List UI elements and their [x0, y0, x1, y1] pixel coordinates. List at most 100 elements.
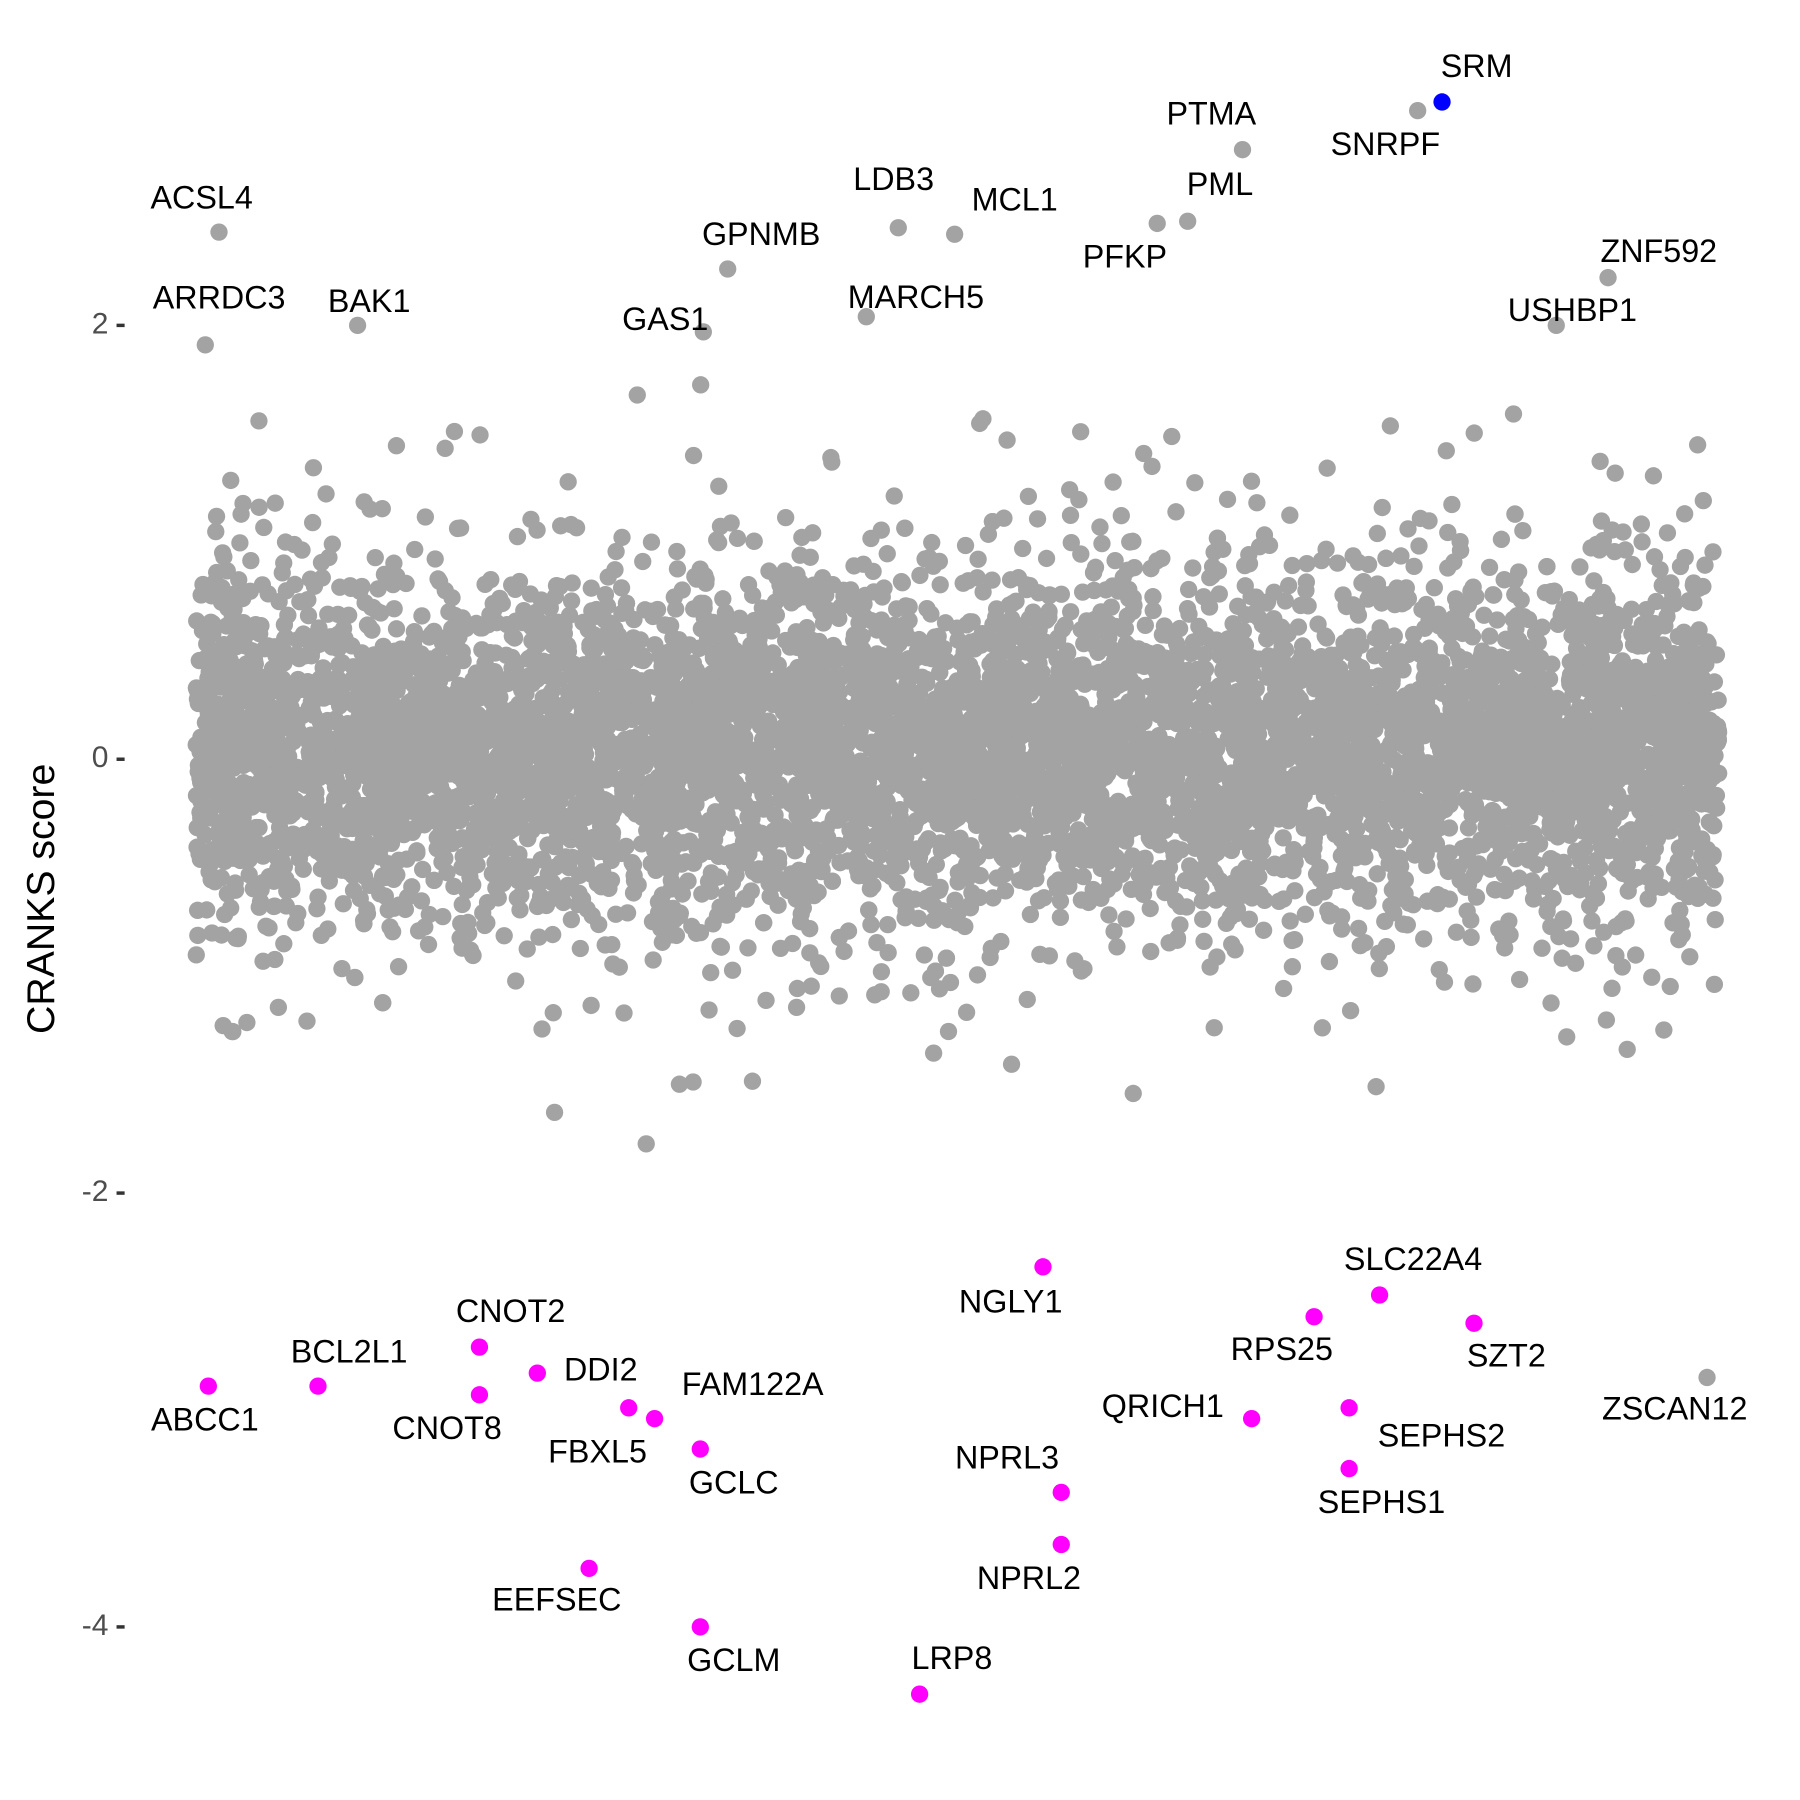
- background-points: [187, 376, 1728, 1153]
- gene-point: [1062, 603, 1080, 621]
- gene-point: [445, 422, 464, 441]
- gene-point: [1439, 523, 1457, 542]
- gene-point: [1207, 891, 1225, 909]
- gene-point: [1124, 1084, 1142, 1103]
- gene-point: [1060, 481, 1079, 499]
- gene-point: [369, 580, 387, 598]
- gene-point: [1223, 935, 1241, 953]
- gene-point: [222, 471, 240, 490]
- gene-point: [1405, 557, 1423, 576]
- gene-point: [511, 901, 529, 919]
- gene-point: [1607, 859, 1626, 877]
- gene-point: [700, 1001, 718, 1019]
- gene-point: [1597, 1011, 1616, 1029]
- gene-point: [788, 979, 806, 998]
- gene-point: [207, 522, 225, 541]
- gene-point: [798, 619, 816, 637]
- gene-point: [916, 550, 934, 568]
- gene-point: [854, 555, 873, 573]
- gene-point: [1285, 930, 1304, 949]
- gene-point: [885, 487, 903, 505]
- gene-point: [539, 865, 557, 883]
- gene-point: [389, 958, 408, 976]
- gene-point: [956, 536, 975, 555]
- gene-point: [1320, 952, 1339, 971]
- gene-point: [1464, 975, 1482, 993]
- y-axis: 20-2-4: [82, 307, 125, 1642]
- gene-point: [559, 473, 577, 491]
- gene-point: [1333, 920, 1351, 938]
- gene-point: [1465, 424, 1483, 442]
- gene-point: [419, 935, 438, 954]
- gene-point: [1670, 931, 1688, 949]
- gene-point: [1658, 524, 1677, 542]
- gene-point: [1585, 572, 1603, 590]
- gene-point: [1141, 899, 1159, 918]
- gene-point: [1562, 930, 1580, 948]
- gene-point: [668, 560, 687, 578]
- gene-point: [1704, 543, 1722, 561]
- gene-point: [1196, 660, 1215, 678]
- gene-point: [1178, 599, 1197, 618]
- gene-point: [577, 842, 595, 860]
- gene-point: [802, 977, 820, 995]
- gene-point: [242, 551, 260, 570]
- gene-point: [1037, 549, 1056, 568]
- gene-point: [563, 574, 581, 592]
- gene-point: [229, 929, 247, 948]
- gene-point: [830, 987, 848, 1005]
- gene-point: [1291, 596, 1310, 615]
- gene-point: [1606, 464, 1624, 482]
- gene-point: [1018, 990, 1036, 1009]
- gene-point: [547, 576, 566, 595]
- gene-point: [668, 542, 686, 561]
- gene-point: [872, 963, 891, 981]
- gene-point: [981, 948, 999, 967]
- gene-point: [757, 991, 775, 1010]
- gene-point: [570, 884, 588, 902]
- gene-point: [1062, 533, 1080, 552]
- gene-point: [1035, 889, 1053, 907]
- gene-point: [1093, 534, 1111, 553]
- gene-point: [1281, 912, 1299, 930]
- gene-point: [1391, 831, 1409, 849]
- gene-point: [544, 925, 562, 944]
- gene-point: [968, 569, 986, 587]
- gene-point: [319, 920, 337, 938]
- gene-point: [302, 647, 321, 665]
- gene-point: [465, 686, 483, 704]
- gene-point: [612, 579, 631, 597]
- gene-point: [1359, 892, 1377, 910]
- gene-point: [879, 916, 897, 934]
- gene-point: [304, 459, 323, 477]
- gene-point: [1142, 942, 1160, 961]
- gene-point: [961, 896, 980, 914]
- gene-point: [664, 629, 682, 647]
- gene-point: [771, 939, 790, 958]
- gene-point: [1014, 539, 1032, 558]
- gene-point: [436, 439, 454, 457]
- gene-point: [879, 943, 897, 962]
- gene-point: [911, 566, 929, 585]
- gene-point: [939, 1022, 958, 1041]
- gene-point: [250, 412, 268, 430]
- gene-point: [1328, 554, 1347, 572]
- gene-point: [974, 583, 992, 601]
- gene-point: [613, 528, 631, 547]
- gene-point: [1248, 494, 1266, 512]
- gene-point: [1373, 498, 1391, 517]
- gene-point: [1590, 859, 1609, 877]
- gene-point: [872, 521, 890, 539]
- gene-point: [1061, 506, 1080, 524]
- gene-point: [1217, 914, 1235, 933]
- gene-point: [1566, 954, 1585, 972]
- gene-point: [308, 900, 326, 918]
- gene-point: [878, 545, 896, 563]
- gene-point: [1274, 979, 1293, 998]
- gene-point: [1028, 510, 1047, 528]
- gene-point: [317, 485, 335, 503]
- gene-point: [648, 600, 667, 619]
- gene-point: [366, 548, 384, 567]
- gene-point: [1218, 490, 1237, 509]
- gene-point: [770, 776, 789, 794]
